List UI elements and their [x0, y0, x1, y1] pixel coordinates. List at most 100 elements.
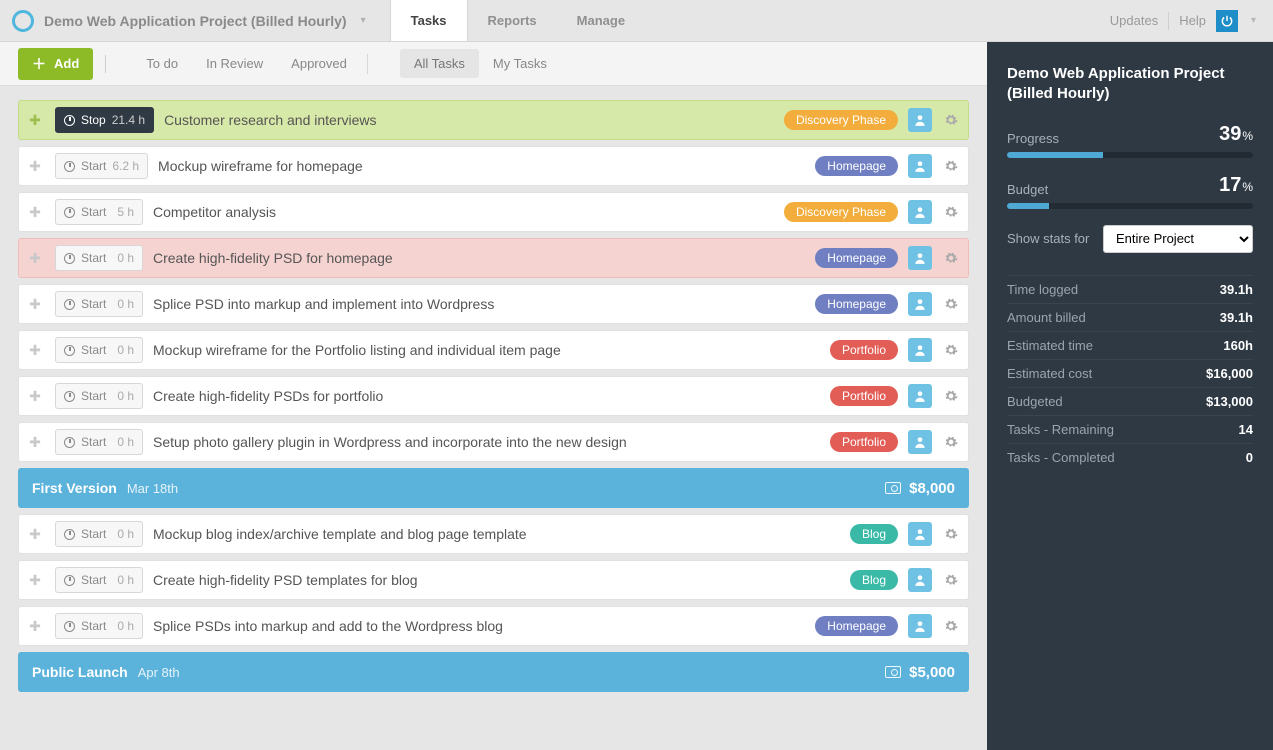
milestone-row[interactable]: Public LaunchApr 8th$5,000 — [18, 652, 969, 692]
tab-reports[interactable]: Reports — [468, 0, 557, 41]
task-tag[interactable]: Homepage — [815, 248, 898, 268]
assignee-avatar[interactable] — [908, 292, 932, 316]
filter-in-review[interactable]: In Review — [192, 49, 277, 78]
task-tag[interactable]: Homepage — [815, 616, 898, 636]
drag-handle-icon[interactable]: ✚ — [25, 248, 45, 268]
task-title: Competitor analysis — [153, 204, 774, 220]
timer-button[interactable]: Start0 h — [55, 567, 143, 593]
assignee-avatar[interactable] — [908, 568, 932, 592]
task-row[interactable]: ✚Start6.2 hMockup wireframe for homepage… — [18, 146, 969, 186]
timer-button[interactable]: Start0 h — [55, 521, 143, 547]
drag-handle-icon[interactable]: ✚ — [25, 294, 45, 314]
assignee-avatar[interactable] — [908, 522, 932, 546]
drag-handle-icon[interactable]: ✚ — [25, 386, 45, 406]
task-settings-gear-icon[interactable] — [942, 295, 960, 313]
user-menu-caret-icon[interactable]: ▾ — [1248, 12, 1259, 29]
updates-link[interactable]: Updates — [1110, 13, 1158, 28]
stat-value: 160h — [1223, 338, 1253, 353]
stat-row: Budgeted$13,000 — [1007, 387, 1253, 415]
filter-to-do[interactable]: To do — [132, 49, 192, 78]
task-title: Setup photo gallery plugin in Wordpress … — [153, 434, 820, 450]
drag-handle-icon[interactable]: ✚ — [25, 570, 45, 590]
assignee-avatar[interactable] — [908, 430, 932, 454]
task-row[interactable]: ✚ Start5 h Competitor analysis Discovery Ph… — [18, 192, 969, 232]
drag-handle-icon[interactable]: ✚ — [25, 524, 45, 544]
task-row[interactable]: ✚ Start0 h Setup photo gallery plugin in W… — [18, 422, 969, 462]
task-settings-gear-icon[interactable] — [942, 341, 960, 359]
task-tag[interactable]: Discovery Phase — [784, 110, 898, 130]
task-tag[interactable]: Blog — [850, 524, 898, 544]
task-row[interactable]: ✚Stop21.4 hCustomer research and intervi… — [18, 100, 969, 140]
milestone-date: Apr 8th — [138, 665, 180, 680]
tab-manage[interactable]: Manage — [557, 0, 645, 41]
task-tag[interactable]: Homepage — [815, 294, 898, 314]
task-settings-gear-icon[interactable] — [942, 157, 960, 175]
task-row[interactable]: ✚ Start0 h Create high-fidelity PSDs for p… — [18, 376, 969, 416]
money-icon — [885, 666, 901, 678]
clock-icon — [64, 161, 75, 172]
assignee-avatar[interactable] — [908, 154, 932, 178]
timer-button[interactable]: Start0 h — [55, 429, 143, 455]
assignee-avatar[interactable] — [908, 200, 932, 224]
task-tag[interactable]: Discovery Phase — [784, 202, 898, 222]
timer-button[interactable]: Start0 h — [55, 383, 143, 409]
project-sidebar: Demo Web Application Project (Billed Hou… — [987, 42, 1273, 750]
timer-button[interactable]: Start0 h — [55, 337, 143, 363]
task-settings-gear-icon[interactable] — [942, 525, 960, 543]
timer-button[interactable]: Start0 h — [55, 613, 143, 639]
task-row[interactable]: ✚Start0 hCreate high-fidelity PSD for ho… — [18, 238, 969, 278]
timer-button[interactable]: Stop21.4 h — [55, 107, 154, 133]
task-row[interactable]: ✚Start0 hMockup blog index/archive templ… — [18, 514, 969, 554]
timer-button[interactable]: Start0 h — [55, 245, 143, 271]
task-row[interactable]: ✚Start0 hSplice PSD into markup and impl… — [18, 284, 969, 324]
scope-my-tasks[interactable]: My Tasks — [479, 49, 561, 78]
drag-handle-icon[interactable]: ✚ — [25, 110, 45, 130]
assignee-avatar[interactable] — [908, 246, 932, 270]
task-tag[interactable]: Homepage — [815, 156, 898, 176]
add-button[interactable]: ＋ Add — [18, 48, 93, 80]
task-title: Create high-fidelity PSDs for portfolio — [153, 388, 820, 404]
tab-tasks[interactable]: Tasks — [390, 0, 468, 41]
task-settings-gear-icon[interactable] — [942, 203, 960, 221]
task-settings-gear-icon[interactable] — [942, 387, 960, 405]
assignee-avatar[interactable] — [908, 614, 932, 638]
milestone-row[interactable]: First VersionMar 18th$8,000 — [18, 468, 969, 508]
task-settings-gear-icon[interactable] — [942, 617, 960, 635]
task-tag[interactable]: Blog — [850, 570, 898, 590]
task-settings-gear-icon[interactable] — [942, 111, 960, 129]
task-settings-gear-icon[interactable] — [942, 433, 960, 451]
person-icon — [913, 159, 927, 173]
project-dropdown-caret-icon[interactable]: ▾ — [355, 11, 372, 30]
timer-button[interactable]: Start5 h — [55, 199, 143, 225]
task-settings-gear-icon[interactable] — [942, 571, 960, 589]
stats-scope-select[interactable]: Entire Project — [1103, 225, 1253, 253]
project-title: Demo Web Application Project (Billed Hou… — [44, 13, 347, 29]
stat-row: Estimated time160h — [1007, 331, 1253, 359]
filter-approved[interactable]: Approved — [277, 49, 361, 78]
timer-hours: 0 h — [117, 297, 134, 311]
timer-button[interactable]: Start6.2 h — [55, 153, 148, 179]
divider — [367, 54, 368, 74]
task-settings-gear-icon[interactable] — [942, 249, 960, 267]
drag-handle-icon[interactable]: ✚ — [25, 616, 45, 636]
task-tag[interactable]: Portfolio — [830, 386, 898, 406]
timer-hours: 0 h — [117, 527, 134, 541]
stat-value: $16,000 — [1206, 366, 1253, 381]
user-avatar[interactable] — [1216, 10, 1238, 32]
task-row[interactable]: ✚Start0 hSplice PSDs into markup and add… — [18, 606, 969, 646]
task-row[interactable]: ✚Start0 hMockup wireframe for the Portfo… — [18, 330, 969, 370]
assignee-avatar[interactable] — [908, 108, 932, 132]
drag-handle-icon[interactable]: ✚ — [25, 340, 45, 360]
help-link[interactable]: Help — [1179, 13, 1206, 28]
power-icon — [1220, 14, 1234, 28]
task-tag[interactable]: Portfolio — [830, 340, 898, 360]
drag-handle-icon[interactable]: ✚ — [25, 432, 45, 452]
task-row[interactable]: ✚Start0 hCreate high-fidelity PSD templa… — [18, 560, 969, 600]
timer-button[interactable]: Start0 h — [55, 291, 143, 317]
scope-all-tasks[interactable]: All Tasks — [400, 49, 479, 78]
drag-handle-icon[interactable]: ✚ — [25, 202, 45, 222]
task-tag[interactable]: Portfolio — [830, 432, 898, 452]
assignee-avatar[interactable] — [908, 338, 932, 362]
assignee-avatar[interactable] — [908, 384, 932, 408]
drag-handle-icon[interactable]: ✚ — [25, 156, 45, 176]
